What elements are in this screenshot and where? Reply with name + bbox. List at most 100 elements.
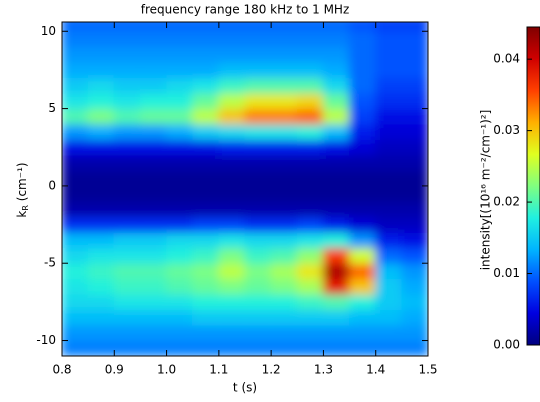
heatmap-cell xyxy=(296,92,324,110)
heatmap-cell xyxy=(113,200,141,218)
y-axis-label-base: k xyxy=(15,211,29,218)
heatmap-cell xyxy=(322,92,351,110)
heatmap-cell xyxy=(375,309,403,326)
heatmap-cell xyxy=(62,216,89,233)
heatmap-cell xyxy=(139,22,168,32)
colorbar-tick-label: 0.04 xyxy=(493,52,520,66)
heatmap-cell xyxy=(401,22,428,32)
y-tick-label: -5 xyxy=(44,256,56,270)
heatmap-cell xyxy=(139,46,168,63)
heatmap-cell xyxy=(349,200,377,218)
heatmap-cell xyxy=(401,123,428,141)
heatmap-cell xyxy=(192,139,220,156)
heatmap-cell xyxy=(62,340,89,356)
x-tick-label: 1.2 xyxy=(262,363,281,377)
heatmap-cell xyxy=(349,169,377,187)
heatmap-cell xyxy=(62,77,89,94)
heatmap-cell xyxy=(349,92,377,110)
heatmap-cell xyxy=(375,61,403,79)
heatmap-cell xyxy=(139,169,168,187)
heatmap-cell xyxy=(244,92,272,110)
heatmap-cell xyxy=(270,61,298,79)
heatmap-cell xyxy=(62,46,89,63)
heatmap-cell xyxy=(218,293,246,311)
heatmap-cell xyxy=(349,46,377,63)
heatmap-cell xyxy=(296,61,324,79)
heatmap-cell xyxy=(349,293,377,311)
heatmap-cell xyxy=(87,293,115,311)
heatmap-cell xyxy=(270,231,298,249)
heatmap-cell xyxy=(322,46,351,63)
heatmap-cell xyxy=(349,30,377,48)
heatmap-cell xyxy=(322,139,351,156)
heatmap-cell xyxy=(87,278,115,295)
heatmap-cell xyxy=(139,108,168,125)
heatmap-cell xyxy=(139,123,168,141)
heatmap-cell xyxy=(113,61,141,79)
heatmap-cell xyxy=(349,139,377,156)
heatmap-cell xyxy=(166,108,194,125)
heatmap-cell xyxy=(296,262,324,280)
heatmap-cell xyxy=(62,108,89,125)
heatmap-cell xyxy=(139,154,168,171)
heatmap-cell xyxy=(349,185,377,202)
heatmap-cell xyxy=(87,77,115,94)
heatmap-cell xyxy=(322,200,351,218)
heatmap-cell xyxy=(270,46,298,63)
heatmap-cell xyxy=(322,262,351,280)
heatmap-cell xyxy=(375,77,403,94)
heatmap-cell xyxy=(218,123,246,141)
heatmap-cell xyxy=(192,324,220,342)
heatmap-cell xyxy=(401,216,428,233)
heatmap-cell xyxy=(113,30,141,48)
heatmap-cell xyxy=(270,77,298,94)
heatmap-cell xyxy=(401,46,428,63)
heatmap-cell xyxy=(113,154,141,171)
heatmap-cell xyxy=(218,46,246,63)
heatmap-cell xyxy=(139,200,168,218)
heatmap-cell xyxy=(113,247,141,264)
heatmap-cell xyxy=(375,216,403,233)
heatmap-cell xyxy=(139,262,168,280)
heatmap-cell xyxy=(375,30,403,48)
heatmap-cell xyxy=(166,340,194,356)
heatmap-cell xyxy=(322,61,351,79)
heatmap-cell xyxy=(87,324,115,342)
heatmap-cell xyxy=(375,324,403,342)
heatmap-cell xyxy=(322,247,351,264)
heatmap-cell xyxy=(113,46,141,63)
heatmap-cell xyxy=(270,340,298,356)
heatmap-cell xyxy=(349,22,377,32)
heatmap-cell xyxy=(244,247,272,264)
heatmap-cell xyxy=(244,309,272,326)
heatmap-cell xyxy=(401,293,428,311)
heatmap-cell xyxy=(166,293,194,311)
heatmap-cell xyxy=(192,262,220,280)
heatmap-cell xyxy=(192,46,220,63)
x-tick-label: 1.4 xyxy=(366,363,385,377)
heatmap-cell xyxy=(244,108,272,125)
heatmap-cell xyxy=(192,123,220,141)
heatmap-cell xyxy=(87,108,115,125)
heatmap-cell xyxy=(270,169,298,187)
heatmap-cell xyxy=(270,262,298,280)
heatmap-area xyxy=(62,22,428,356)
heatmap-cell xyxy=(218,309,246,326)
x-tick-label: 1.3 xyxy=(314,363,333,377)
heatmap-cell xyxy=(401,185,428,202)
heatmap-cell xyxy=(401,200,428,218)
heatmap-cell xyxy=(166,92,194,110)
heatmap-cell xyxy=(270,185,298,202)
heatmap-cell xyxy=(218,30,246,48)
heatmap-cell xyxy=(87,262,115,280)
heatmap-cell xyxy=(62,92,89,110)
heatmap-cell xyxy=(244,185,272,202)
heatmap-cell xyxy=(375,46,403,63)
heatmap-cell xyxy=(113,169,141,187)
heatmap-cell xyxy=(139,324,168,342)
heatmap-cell xyxy=(270,139,298,156)
heatmap-cell xyxy=(244,231,272,249)
x-axis-label: t (s) xyxy=(233,381,257,395)
